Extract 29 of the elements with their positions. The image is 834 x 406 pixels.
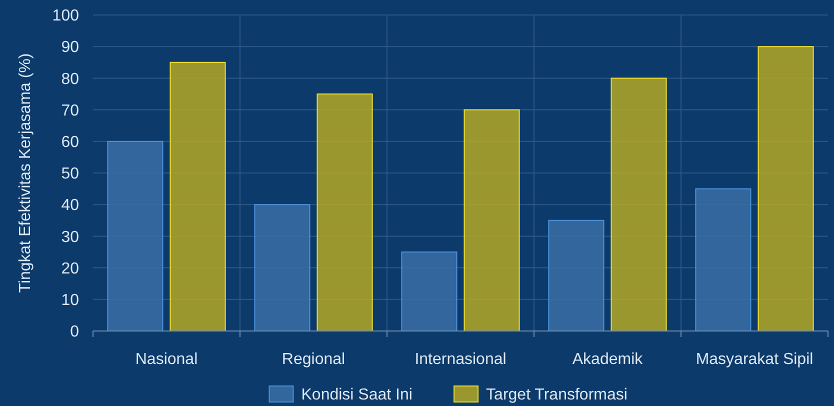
legend-label: Kondisi Saat Ini [301,386,412,404]
y-tick-label: 100 [52,8,80,25]
y-tick-label: 80 [61,70,80,88]
y-tick-label: 10 [61,292,80,309]
bar [695,188,752,332]
y-tick-label: 50 [61,166,80,183]
x-tick-label: Regional [282,351,346,368]
y-tick-label: 30 [61,228,80,246]
y-axis-title: Tingkat Efektivitas Kerjasama (%) [17,53,34,293]
bar [170,62,226,332]
y-tick-label: 20 [61,260,80,278]
y-tick-label: 60 [61,134,80,151]
bar [464,109,520,332]
bar [107,140,164,332]
x-tick-label: Akademik [572,351,644,368]
bar [548,220,604,332]
legend-label: Target Transformasi [486,386,628,404]
y-tick-label: 70 [61,102,80,120]
bar [401,252,458,332]
bar [254,204,310,332]
y-tick-label: 90 [61,39,80,56]
y-tick-label: 40 [61,197,80,214]
y-tick-label: 0 [70,324,80,341]
bar [758,46,814,332]
bar [610,78,667,332]
x-tick-label: Masyarakat Sipil [696,351,814,368]
bar [316,94,373,332]
x-tick-label: Internasional [414,351,506,368]
x-tick-label: Nasional [135,351,198,368]
